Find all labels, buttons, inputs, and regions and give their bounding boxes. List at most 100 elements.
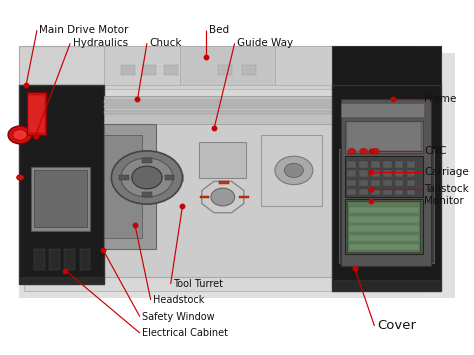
Bar (347, 170, 356, 177)
Bar (104, 105, 332, 108)
Circle shape (372, 148, 379, 154)
Bar (219, 181, 229, 184)
Bar (239, 196, 249, 198)
Circle shape (348, 148, 356, 154)
Text: Electrical Cabinet: Electrical Cabinet (142, 328, 228, 338)
Bar (383, 180, 392, 186)
Bar (104, 111, 332, 114)
Circle shape (121, 158, 173, 197)
Bar (49, 248, 60, 270)
Polygon shape (24, 89, 417, 291)
Bar (242, 65, 256, 75)
Bar (64, 248, 75, 270)
Polygon shape (104, 96, 332, 124)
Bar (371, 170, 380, 177)
Bar (383, 189, 392, 195)
Circle shape (211, 188, 235, 206)
Bar (371, 189, 380, 195)
Text: Frame: Frame (424, 94, 456, 104)
Text: Guide Way: Guide Way (237, 38, 293, 48)
Bar (218, 65, 232, 75)
Bar (407, 161, 415, 168)
Bar (359, 170, 368, 177)
Polygon shape (24, 46, 412, 99)
Polygon shape (19, 277, 104, 284)
Bar (121, 65, 135, 75)
Bar (347, 180, 356, 186)
Bar (347, 161, 356, 168)
Bar (349, 216, 419, 223)
Bar (383, 161, 392, 168)
Bar (407, 170, 415, 177)
Circle shape (13, 130, 27, 140)
Bar (395, 170, 403, 177)
Text: Hydraulics: Hydraulics (73, 38, 128, 48)
Bar (165, 175, 174, 180)
Bar (347, 122, 421, 151)
Bar (349, 207, 419, 213)
Circle shape (17, 175, 24, 180)
Bar (371, 180, 380, 186)
Bar (395, 161, 403, 168)
Bar (80, 248, 90, 270)
Polygon shape (104, 96, 332, 277)
Bar (104, 100, 332, 103)
Bar (371, 161, 380, 168)
Bar (142, 192, 152, 197)
Bar (359, 180, 368, 186)
Text: Bed: Bed (209, 25, 228, 35)
Bar (28, 95, 45, 133)
Text: Tailstock: Tailstock (424, 184, 469, 194)
Bar (341, 103, 424, 117)
Polygon shape (24, 46, 412, 64)
Bar (345, 156, 423, 197)
Bar (407, 189, 415, 195)
Polygon shape (275, 46, 332, 85)
Bar (383, 170, 392, 177)
Bar (395, 189, 403, 195)
Bar (31, 167, 90, 231)
Text: Carriage: Carriage (424, 167, 469, 177)
Bar (164, 65, 178, 75)
Bar (140, 174, 183, 181)
Text: Cover: Cover (377, 320, 416, 332)
Polygon shape (19, 85, 104, 284)
Circle shape (360, 148, 367, 154)
Circle shape (275, 156, 313, 185)
Bar (349, 244, 419, 250)
Circle shape (284, 163, 303, 178)
Bar (347, 201, 420, 252)
Bar (349, 225, 419, 232)
Bar (142, 65, 156, 75)
Bar (339, 149, 434, 263)
Polygon shape (180, 46, 275, 85)
Bar (345, 199, 423, 254)
Bar (407, 180, 415, 186)
Polygon shape (332, 280, 441, 291)
Polygon shape (341, 99, 431, 266)
Polygon shape (104, 124, 156, 248)
Bar (200, 196, 209, 198)
Bar (34, 248, 45, 270)
Bar (119, 175, 129, 180)
Polygon shape (104, 135, 142, 238)
Polygon shape (19, 53, 455, 298)
Circle shape (111, 151, 182, 204)
Text: Chuck: Chuck (149, 38, 182, 48)
Circle shape (132, 166, 162, 189)
Bar (347, 189, 356, 195)
Text: Main Drive Motor: Main Drive Motor (39, 25, 129, 35)
Bar (359, 189, 368, 195)
Text: CNC: CNC (424, 146, 447, 156)
Polygon shape (332, 85, 441, 291)
Polygon shape (202, 181, 244, 213)
Polygon shape (199, 142, 246, 178)
Bar (349, 235, 419, 241)
Text: Tool Turret: Tool Turret (173, 279, 223, 289)
Polygon shape (19, 46, 104, 85)
Text: Monitor: Monitor (424, 196, 464, 206)
Text: Headstock: Headstock (153, 295, 204, 305)
Bar (345, 121, 423, 153)
Circle shape (8, 126, 32, 144)
Bar (359, 161, 368, 168)
